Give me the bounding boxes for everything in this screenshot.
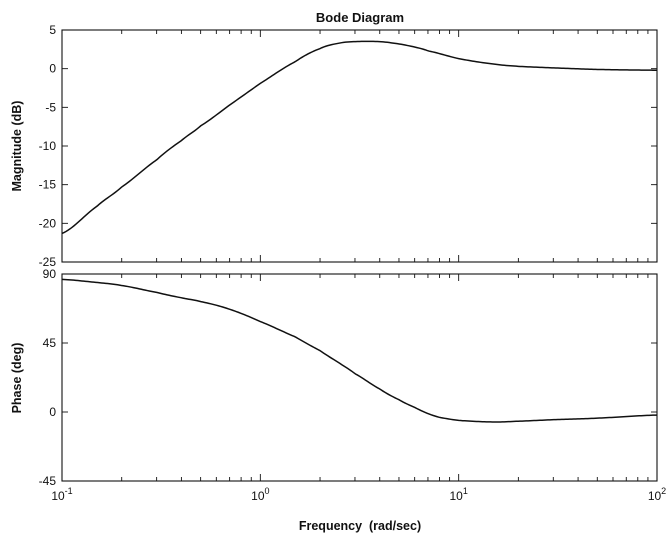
phase-panel: 90 45 0 -45 Phase (deg) (10, 267, 658, 488)
phase-y-tick-label: -45 (39, 474, 57, 488)
magnitude-axes-frame (61, 29, 658, 263)
x-tick-label: 102 (648, 486, 666, 503)
magnitude-y-tick-label: 0 (49, 62, 56, 76)
x-tick-label: 100 (251, 486, 269, 503)
phase-y-tick-label: 90 (43, 267, 57, 281)
magnitude-y-tick-label: 5 (49, 23, 56, 37)
phase-axes-frame (61, 273, 658, 482)
phase-y-axis-label: Phase (deg) (10, 343, 24, 414)
chart-title: Bode Diagram (316, 10, 404, 25)
magnitude-y-tick-label: -5 (45, 100, 56, 114)
x-axis-label: Frequency (rad/sec) (299, 519, 421, 533)
magnitude-y-tick-label: -15 (39, 178, 57, 192)
x-tick-label: 10-1 (51, 486, 72, 503)
magnitude-y-axis: 5 0 -5 -10 -15 -20 -25 (39, 23, 657, 269)
magnitude-y-tick-label: -25 (39, 255, 57, 269)
x-axis-tick-labels: 10-1 100 101 102 (51, 486, 666, 503)
x-tick-label: 101 (449, 486, 467, 503)
magnitude-x-ticks (61, 30, 658, 262)
magnitude-y-tick-label: -20 (39, 216, 57, 230)
magnitude-series-line (61, 40, 658, 235)
phase-y-tick-label: 45 (43, 336, 57, 350)
phase-x-ticks (61, 274, 658, 481)
magnitude-y-axis-label: Magnitude (dB) (10, 101, 24, 192)
phase-y-tick-label: 0 (49, 405, 56, 419)
phase-series-line (61, 278, 658, 423)
magnitude-panel: 5 0 -5 -10 -15 -20 -25 Magnitude (dB) (10, 23, 658, 269)
magnitude-y-tick-label: -10 (39, 139, 57, 153)
phase-y-axis: 90 45 0 -45 (39, 267, 657, 488)
